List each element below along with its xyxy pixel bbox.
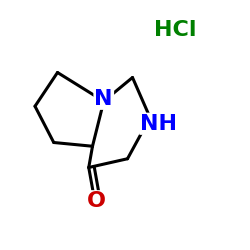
Text: O: O — [87, 191, 106, 211]
Text: NH: NH — [140, 114, 177, 134]
Text: HCl: HCl — [154, 20, 196, 40]
Text: N: N — [94, 89, 113, 109]
